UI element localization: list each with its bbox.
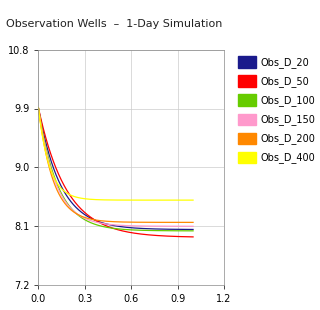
Line: Obs_D_200: Obs_D_200 <box>38 108 193 222</box>
Obs_D_150 <box>129 224 132 228</box>
Obs_D_400 <box>129 198 132 202</box>
Obs_D_100 <box>36 106 40 110</box>
Line: Obs_D_20: Obs_D_20 <box>38 108 193 229</box>
Line: Obs_D_100: Obs_D_100 <box>38 108 193 231</box>
Obs_D_50 <box>36 106 40 110</box>
Obs_D_150 <box>191 224 195 228</box>
Line: Obs_D_50: Obs_D_50 <box>38 108 193 237</box>
Obs_D_400 <box>36 106 40 110</box>
Obs_D_400 <box>163 198 167 202</box>
Obs_D_50 <box>188 235 191 239</box>
Obs_D_20 <box>120 225 124 229</box>
Obs_D_200 <box>129 220 132 224</box>
Line: Obs_D_400: Obs_D_400 <box>38 108 193 200</box>
Obs_D_400 <box>111 198 115 202</box>
Obs_D_20 <box>163 227 167 231</box>
Obs_D_100 <box>163 229 167 232</box>
Obs_D_50 <box>163 234 167 238</box>
Obs_D_20 <box>191 228 195 231</box>
Obs_D_20 <box>36 106 40 110</box>
Obs_D_50 <box>111 226 115 230</box>
Obs_D_150 <box>110 223 114 227</box>
Obs_D_150 <box>163 224 167 228</box>
Obs_D_100 <box>191 229 195 233</box>
Obs_D_50 <box>110 226 114 230</box>
Obs_D_400 <box>120 198 124 202</box>
Obs_D_150 <box>188 224 191 228</box>
Obs_D_100 <box>188 229 191 233</box>
Obs_D_200 <box>110 220 114 224</box>
Obs_D_150 <box>111 223 115 227</box>
Obs_D_400 <box>110 198 114 202</box>
Obs_D_200 <box>188 220 191 224</box>
Obs_D_100 <box>111 226 115 230</box>
Obs_D_100 <box>110 226 114 230</box>
Obs_D_100 <box>129 228 132 232</box>
Obs_D_100 <box>120 228 124 231</box>
Obs_D_400 <box>188 198 191 202</box>
Obs_D_50 <box>129 231 132 234</box>
Obs_D_20 <box>110 223 114 227</box>
Obs_D_200 <box>36 106 40 110</box>
Obs_D_20 <box>188 228 191 231</box>
Obs_D_200 <box>163 220 167 224</box>
Obs_D_50 <box>191 235 195 239</box>
Text: Observation Wells  –  1-Day Simulation: Observation Wells – 1-Day Simulation <box>6 19 223 29</box>
Obs_D_150 <box>120 224 124 227</box>
Legend: Obs_D_20, Obs_D_50, Obs_D_100, Obs_D_150, Obs_D_200, Obs_D_400: Obs_D_20, Obs_D_50, Obs_D_100, Obs_D_150… <box>236 55 317 165</box>
Obs_D_200 <box>120 220 124 224</box>
Obs_D_150 <box>36 106 40 110</box>
Obs_D_20 <box>111 224 115 227</box>
Line: Obs_D_150: Obs_D_150 <box>38 108 193 226</box>
Obs_D_20 <box>129 226 132 229</box>
Obs_D_50 <box>120 229 124 233</box>
Obs_D_400 <box>191 198 195 202</box>
Obs_D_200 <box>191 220 195 224</box>
Obs_D_200 <box>111 220 115 224</box>
